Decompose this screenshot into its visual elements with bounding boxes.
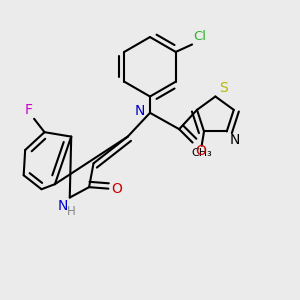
- Text: H: H: [67, 205, 76, 218]
- Text: Cl: Cl: [193, 30, 206, 43]
- Text: O: O: [196, 144, 206, 158]
- Text: N: N: [58, 199, 68, 213]
- Text: O: O: [111, 182, 122, 196]
- Text: S: S: [219, 81, 228, 95]
- Text: CH₃: CH₃: [191, 148, 212, 158]
- Text: F: F: [25, 103, 33, 117]
- Text: N: N: [134, 104, 145, 118]
- Text: N: N: [230, 133, 240, 147]
